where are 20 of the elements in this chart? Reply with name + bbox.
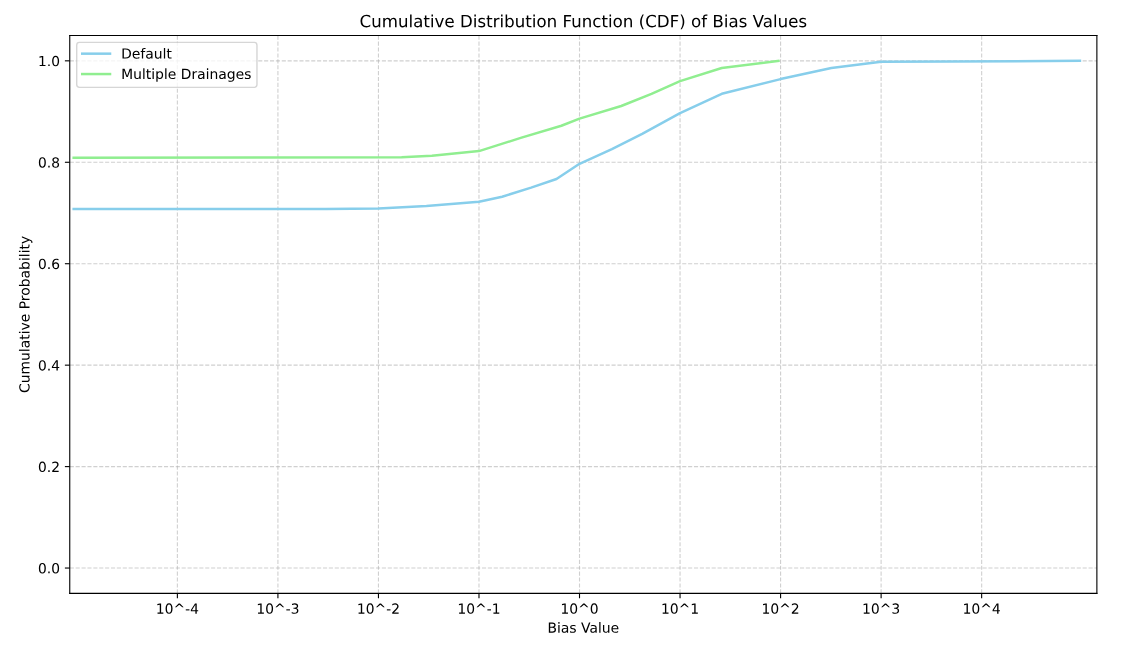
x-tick-label: 10^-2 [358,603,399,614]
chart-title: Cumulative Distribution Function (CDF) of Bias Values [360,14,807,30]
x-tick-label: 10^-4 [157,603,199,614]
y-axis-title: Cumulative Probability [18,236,33,393]
y-tick-label: 0.2 [38,461,59,473]
x-tick-label: 10^0 [561,603,598,614]
x-axis-title: Bias Value [548,622,619,633]
y-tick-label: 1.0 [39,55,60,67]
y-tick-label: 0.0 [38,563,60,574]
x-tick-label: 10^1 [662,603,698,614]
legend-label: Multiple Drainages [122,68,251,82]
x-tick-label: 10^3 [863,603,900,614]
y-tick-label: 0.6 [38,258,60,270]
y-tick-label: 0.4 [38,360,60,371]
x-tick-label: 10^2 [763,603,799,614]
legend-label: Default [122,47,172,59]
x-tick-label: 10^4 [964,603,1000,614]
y-tick-label: 0.8 [38,157,60,168]
x-tick-label: 10^-3 [257,603,299,614]
x-tick-label: 10^-1 [458,603,500,614]
